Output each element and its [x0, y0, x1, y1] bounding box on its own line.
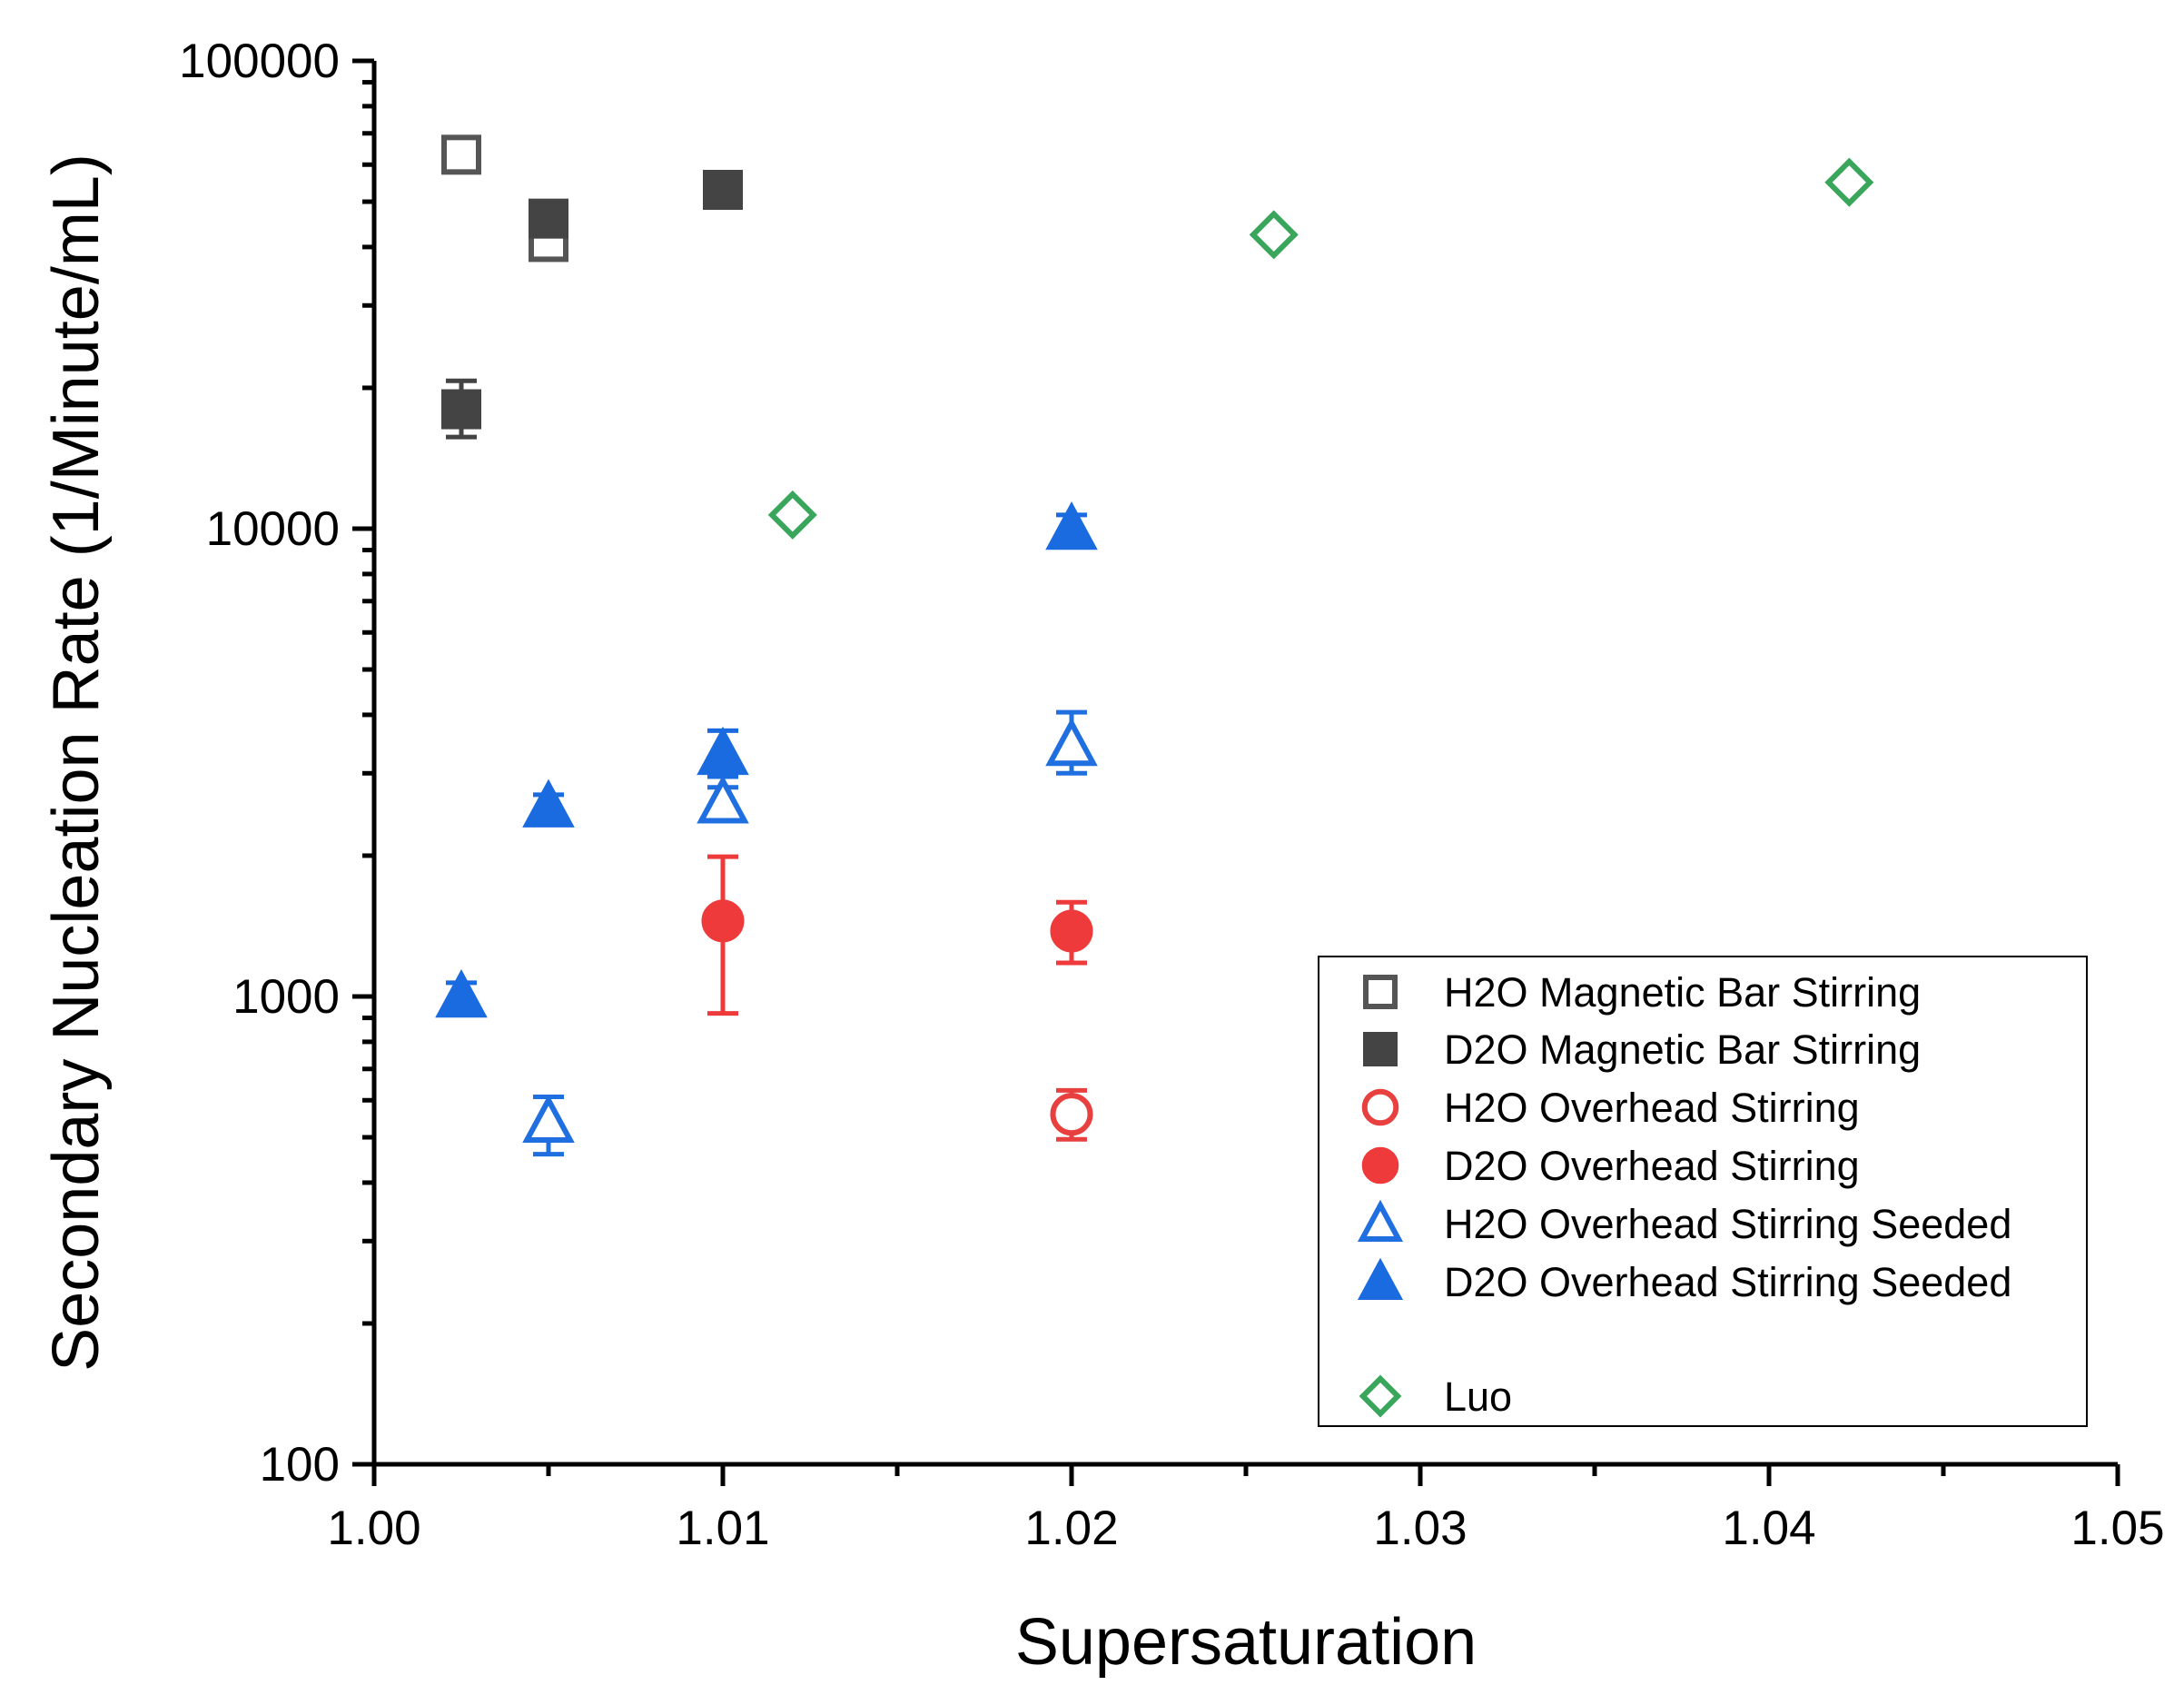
legend-marker	[1359, 1374, 1402, 1418]
legend-label: D2O Overhead Stirring Seeded	[1444, 1259, 2011, 1305]
y-tick-label: 100000	[179, 35, 340, 88]
data-point	[1050, 909, 1093, 953]
legend-label: H2O Magnetic Bar Stirring	[1444, 969, 1921, 1016]
data-point	[441, 134, 481, 175]
series-1	[441, 169, 743, 440]
data-point	[522, 778, 575, 828]
y-tick-label: 100	[260, 1438, 340, 1492]
data-point	[1045, 717, 1098, 767]
series-4	[522, 709, 1098, 1157]
series-2	[1050, 1087, 1093, 1142]
y-axis-title: Secondary Nucleation Rate (1/Minute/mL)	[40, 154, 113, 1372]
data-point	[701, 899, 745, 943]
data-point	[1050, 1093, 1093, 1136]
x-tick-label: 1.00	[327, 1502, 420, 1555]
data-point	[697, 726, 749, 776]
legend-marker	[1361, 1146, 1399, 1185]
series-3	[701, 854, 1093, 1016]
data-point	[697, 775, 749, 824]
legend-label: H2O Overhead Stirring Seeded	[1444, 1201, 2011, 1247]
axes-layer: 1.00 1.01 1.02 1.03 1.04 1.05 100 1000 10000 1000…	[179, 35, 2164, 1555]
legend-marker	[1363, 975, 1398, 1009]
data-point	[1249, 210, 1299, 260]
data-point	[703, 169, 743, 210]
legend-marker	[1357, 1199, 1404, 1242]
series-5	[435, 501, 1098, 1018]
x-tick-label: 1.01	[676, 1502, 769, 1555]
legend-marker	[1361, 1088, 1399, 1126]
x-tick-label: 1.05	[2070, 1502, 2164, 1555]
data-point	[1045, 501, 1098, 550]
legend-marker	[1363, 1032, 1398, 1066]
x-axis-title: Supersaturation	[1015, 1606, 1477, 1679]
data-point	[435, 968, 488, 1018]
y-tick-label: 1000	[232, 970, 340, 1024]
marks-layer	[435, 134, 1874, 1157]
data-point	[522, 1094, 575, 1144]
legend-label: Luo	[1444, 1373, 1512, 1420]
legend-label: D2O Overhead Stirring	[1444, 1143, 1860, 1189]
data-point	[767, 490, 817, 540]
series-6	[767, 157, 1874, 540]
legend: H2O Magnetic Bar Stirring D2O Magnetic Ba…	[1318, 956, 2088, 1427]
series-0	[441, 134, 568, 263]
legend-label: D2O Magnetic Bar Stirring	[1444, 1026, 1921, 1073]
x-tick-label: 1.02	[1024, 1502, 1118, 1555]
data-point	[441, 389, 481, 430]
legend-marker	[1357, 1257, 1404, 1300]
legend-label: H2O Overhead Stirring	[1444, 1085, 1860, 1131]
x-tick-label: 1.03	[1373, 1502, 1467, 1555]
data-point	[529, 198, 568, 239]
legend-box	[1318, 956, 2088, 1427]
data-point	[1824, 157, 1874, 207]
x-tick-label: 1.04	[1722, 1502, 1815, 1555]
y-tick-label: 10000	[206, 502, 340, 556]
